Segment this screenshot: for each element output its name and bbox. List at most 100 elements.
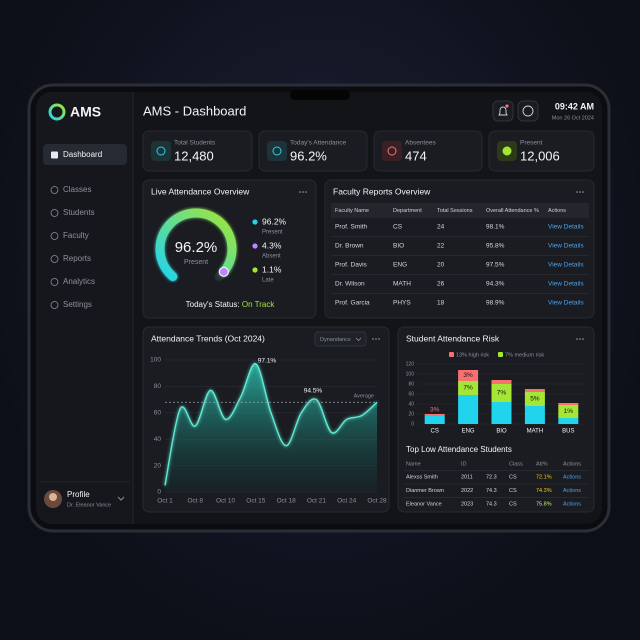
- stat-icon-glyph: [387, 146, 397, 156]
- cell: 98.1%: [486, 224, 505, 231]
- cell: Dianmer Brown: [406, 488, 444, 494]
- cell: 94.3%: [486, 281, 505, 288]
- view-details-link[interactable]: View Details: [548, 262, 584, 269]
- bar-segment: [458, 381, 479, 395]
- legend-swatch: [449, 352, 454, 357]
- cell: 26: [437, 281, 445, 288]
- stat-value: 474: [405, 148, 427, 163]
- view-details-link[interactable]: View Details: [548, 224, 584, 231]
- column-header: Class: [509, 461, 523, 467]
- stat-icon-glyph: [502, 146, 512, 156]
- nav-icon: [50, 301, 59, 309]
- action-link[interactable]: Actions: [563, 488, 581, 494]
- x-tick-label: Oct 15: [246, 498, 266, 505]
- nav-item[interactable]: Classes: [63, 185, 91, 194]
- nav-icon: [50, 278, 59, 286]
- avatar-face: [49, 493, 57, 501]
- view-details-link[interactable]: View Details: [548, 281, 584, 288]
- menu-dot: [299, 191, 301, 193]
- legend-name: Absent: [262, 254, 281, 260]
- nav-item[interactable]: Settings: [63, 300, 92, 309]
- y-tick-label: 80: [408, 381, 414, 387]
- segment-label: 7%: [463, 385, 473, 392]
- bar-segment: [458, 395, 479, 424]
- profile-title[interactable]: Profile: [67, 490, 90, 499]
- nav-item[interactable]: Students: [63, 208, 95, 217]
- bar-segment: [558, 418, 579, 424]
- y-tick-label: 60: [154, 410, 162, 417]
- stat-label: Total Students: [174, 140, 216, 147]
- panel-title: Attendance Trends (Oct 2024): [151, 333, 265, 343]
- action-link[interactable]: Actions: [563, 501, 581, 507]
- legend-label: 7% medium risk: [505, 352, 544, 358]
- table-title: Top Low Attendance Students: [406, 445, 512, 454]
- gauge-arc: [155, 208, 237, 282]
- status-value: On Track: [242, 300, 275, 309]
- x-tick-label: BIO: [496, 429, 507, 435]
- y-tick-label: 40: [408, 401, 414, 407]
- date: Mon 26 Oct 2024: [552, 115, 594, 121]
- dropdown[interactable]: [314, 331, 367, 347]
- x-tick-label: BUS: [562, 429, 574, 435]
- x-tick-label: Oct 21: [307, 498, 327, 505]
- gauge: 96.2% Present 4.3% Absent 1.1% Late: [155, 208, 287, 284]
- nav-item[interactable]: Analytics: [63, 277, 95, 286]
- cell: 72.1%: [536, 474, 552, 480]
- bar-segment: [458, 370, 479, 381]
- stat-icon: [151, 141, 171, 161]
- action-link[interactable]: Actions: [563, 474, 581, 480]
- segment-label: 1%: [564, 408, 574, 415]
- x-tick-label: Oct 18: [277, 498, 297, 505]
- bar-segment: [558, 403, 579, 405]
- cell: BIO: [393, 243, 404, 250]
- menu-dot: [582, 338, 584, 340]
- chevron: [355, 337, 362, 342]
- panel-title: Live Attendance Overview: [151, 186, 250, 196]
- cell: 97.5%: [486, 262, 505, 269]
- stat-icon: [382, 141, 402, 161]
- nav-item[interactable]: Faculty: [63, 231, 89, 240]
- menu-dot: [582, 191, 584, 193]
- y-tick-label: 100: [150, 357, 161, 364]
- view-details-link[interactable]: View Details: [548, 300, 584, 307]
- stat-icon: [267, 141, 287, 161]
- nav-item[interactable]: Dashboard: [63, 150, 102, 159]
- stat-icon-glyph: [272, 146, 282, 156]
- chevron[interactable]: [117, 496, 125, 501]
- notch: [290, 90, 350, 100]
- bar-segment: [524, 406, 545, 424]
- panel-title: Faculty Reports Overview: [333, 186, 431, 196]
- cell: 98.9%: [486, 300, 505, 307]
- x-tick-label: CS: [431, 429, 439, 435]
- nav-item[interactable]: Reports: [63, 254, 91, 263]
- cell: 24: [437, 224, 445, 231]
- stat-label: Present: [520, 140, 543, 147]
- stat-value: 12,480: [174, 148, 214, 163]
- x-tick-label: Oct 10: [216, 498, 236, 505]
- risk-chart: 0 20 40 60 80 100 120 13% high risk 7% medium ri…: [406, 352, 585, 435]
- cell: CS: [509, 501, 517, 507]
- cell: Prof. Smith: [335, 224, 368, 231]
- cell: 2023: [461, 501, 473, 507]
- legend-dot: [252, 219, 258, 225]
- cell: 95.8%: [486, 243, 505, 250]
- bar-segment: [424, 416, 445, 424]
- cell: CS: [509, 474, 517, 480]
- bar-segment: [491, 402, 512, 424]
- view-details-link[interactable]: View Details: [548, 243, 584, 250]
- nav-icon: [50, 186, 59, 194]
- clock-button[interactable]: [517, 100, 539, 122]
- stat-card: [142, 130, 253, 172]
- nav-icon: [51, 151, 58, 159]
- notification-button[interactable]: [492, 100, 514, 122]
- menu-dot: [579, 191, 581, 193]
- sidebar: [36, 92, 133, 524]
- logo: [48, 103, 66, 121]
- bell-icon: [498, 106, 508, 116]
- stat-label: Today's Attendance: [290, 140, 347, 147]
- y-tick-label: 80: [154, 383, 162, 390]
- cell: 74.3: [486, 501, 497, 507]
- low-students-table: Name ID Class Att% Actions Alexss Smith 2011 72…: [404, 461, 589, 507]
- app-name: AMS: [70, 104, 101, 120]
